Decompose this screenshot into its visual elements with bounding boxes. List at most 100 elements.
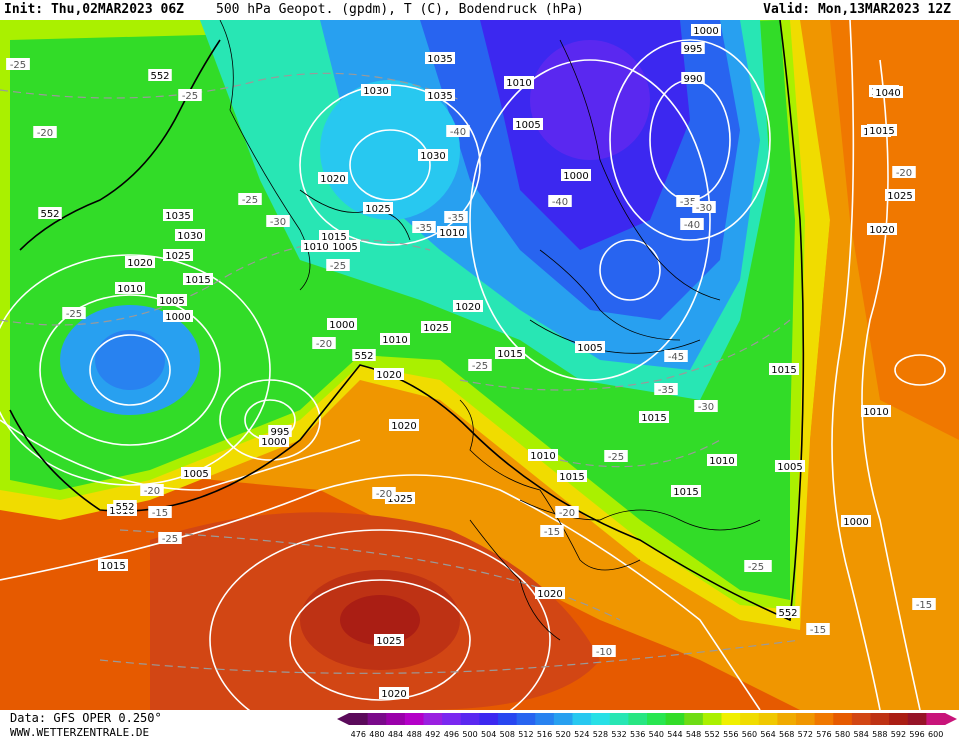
isobar-label-bg bbox=[389, 419, 419, 431]
isobar-label: 1035 bbox=[427, 91, 452, 102]
temperature-label-bg bbox=[62, 307, 86, 319]
colorbar-tick-label: 560 bbox=[742, 730, 757, 739]
isobar-label-bg bbox=[769, 363, 799, 375]
weather-map: 1035 1030 1035 1030 1020 1025 1035 1030 1025 1020… bbox=[0, 20, 959, 710]
temperature-label-bg bbox=[372, 487, 396, 499]
isobar-label: 1015 bbox=[185, 275, 210, 286]
colorbar-tick-label: 588 bbox=[872, 730, 887, 739]
isobar-label-bg bbox=[575, 341, 605, 353]
temperature-label-bg bbox=[654, 383, 678, 395]
colorbar-tick-label: 504 bbox=[481, 730, 496, 739]
valid-time: Valid: Mon,13MAR2023 12Z bbox=[763, 2, 951, 17]
iceland-cold bbox=[320, 80, 460, 220]
isobar-label-bg bbox=[639, 411, 669, 423]
geopotential-label-bg bbox=[113, 500, 137, 512]
isobar-label-bg bbox=[374, 368, 404, 380]
temperature-label: -20 bbox=[896, 168, 912, 179]
temperature-label: -35 bbox=[448, 213, 464, 224]
isobar-label: 1000 bbox=[165, 312, 190, 323]
isobar-label-group: 1035 1030 1035 1030 1020 1025 1035 1030 1025 1020… bbox=[98, 24, 915, 700]
colorbar-tick-label: 568 bbox=[779, 730, 794, 739]
colorbar-tick-label: 592 bbox=[891, 730, 906, 739]
isobar-label-bg bbox=[867, 223, 897, 235]
temperature-label: -20 bbox=[316, 339, 332, 350]
isobar-label-bg bbox=[513, 118, 543, 130]
colorbar-swatch bbox=[684, 713, 704, 725]
temperature-label: -10 bbox=[596, 647, 612, 658]
isobar-label-bg bbox=[528, 449, 558, 461]
isobar-label-bg bbox=[504, 76, 534, 88]
cold-center bbox=[530, 40, 650, 160]
colorbar-tick-label: 600 bbox=[928, 730, 943, 739]
colorbar-tick-label: 492 bbox=[425, 730, 440, 739]
colorbar-swatch bbox=[516, 713, 536, 725]
colorbar-tick-label: 520 bbox=[556, 730, 571, 739]
geopotential-552-main bbox=[9, 20, 805, 622]
temperature-label: -25 bbox=[66, 309, 82, 320]
temperature-label: -40 bbox=[684, 220, 700, 231]
temperature-label-bg bbox=[238, 193, 262, 205]
init-time: Init: Thu,02MAR2023 06Z bbox=[4, 2, 185, 17]
isobar-label: 1015 bbox=[641, 413, 666, 424]
temperature-label-bg bbox=[540, 525, 564, 537]
isobar-label: 1030 bbox=[363, 86, 388, 97]
colorbar-swatch bbox=[926, 713, 946, 725]
website-link[interactable]: WWW.WETTERZENTRALE.DE bbox=[10, 726, 150, 739]
isobar-label-bg bbox=[163, 209, 193, 221]
colorbar-swatch bbox=[404, 713, 424, 725]
isobar-label: 1040 bbox=[875, 88, 900, 99]
colorbar-tick-label: 528 bbox=[593, 730, 608, 739]
temperature-label-bg bbox=[33, 126, 57, 138]
colorbar-swatch bbox=[721, 713, 741, 725]
temperature-label: -35 bbox=[658, 385, 674, 396]
isobar-label-bg bbox=[301, 240, 331, 252]
temperature-label-bg bbox=[444, 211, 468, 223]
isobar-label: 1035 bbox=[165, 211, 190, 222]
colorbar-tick-label: 596 bbox=[909, 730, 924, 739]
isobar-label-bg bbox=[861, 405, 891, 417]
temperature-label-bg bbox=[664, 350, 688, 362]
geopotential-label-bg bbox=[352, 349, 376, 361]
isobar-label-bg bbox=[671, 485, 701, 497]
colorbar-swatch bbox=[591, 713, 611, 725]
isobar-label: 1020 bbox=[869, 225, 894, 236]
colorbar-tick-label: 580 bbox=[835, 730, 850, 739]
temperature-label-bg bbox=[806, 623, 830, 635]
isobar-label: 995 bbox=[270, 427, 289, 438]
isobars bbox=[0, 20, 946, 710]
temperature-label-bg bbox=[744, 560, 768, 572]
isobar-label-bg bbox=[557, 470, 587, 482]
temperature-label-bg bbox=[468, 359, 492, 371]
temperature-label: -40 bbox=[552, 197, 568, 208]
isobar-label: 1005 bbox=[577, 343, 602, 354]
colorbar: 476 480 484 488 492 496 500 504 508 512 516 520 524 5… bbox=[337, 713, 957, 739]
temperature-label-bg bbox=[548, 195, 572, 207]
colorbar-left-arrow bbox=[337, 713, 349, 725]
colorbar-swatch bbox=[796, 713, 816, 725]
colorbar-swatch bbox=[442, 713, 462, 725]
colorbar-swatch bbox=[665, 713, 685, 725]
colorbar-tick-label: 556 bbox=[723, 730, 738, 739]
geopotential-label: 552 bbox=[354, 351, 373, 362]
isobar-label: 1010 bbox=[439, 228, 464, 239]
isobar-label-bg bbox=[707, 454, 737, 466]
temperature-label-bg bbox=[692, 201, 716, 213]
temperature-label-bg bbox=[555, 506, 579, 518]
isobar-label: 1010 bbox=[506, 78, 531, 89]
data-source: Data: GFS OPER 0.250° bbox=[10, 711, 162, 725]
temperature-label: -25 bbox=[10, 60, 26, 71]
colorbar-swatch bbox=[349, 713, 369, 725]
isobar-label-bg bbox=[259, 435, 289, 447]
colorbar-tick-label: 484 bbox=[388, 730, 403, 739]
isobar-label: 1020 bbox=[537, 589, 562, 600]
isobar-label: 1020 bbox=[376, 370, 401, 381]
temperature-label-bg bbox=[178, 89, 202, 101]
isobar-label: 1015 bbox=[869, 126, 894, 137]
isobar-label-bg bbox=[453, 300, 483, 312]
isobar-label: 1025 bbox=[365, 204, 390, 215]
isobar-label: 1010 bbox=[709, 456, 734, 467]
colorbar-swatch bbox=[758, 713, 778, 725]
isobar-label: 1035 bbox=[427, 54, 452, 65]
isobar-label-bg bbox=[535, 587, 565, 599]
colorbar-swatch bbox=[628, 713, 648, 725]
